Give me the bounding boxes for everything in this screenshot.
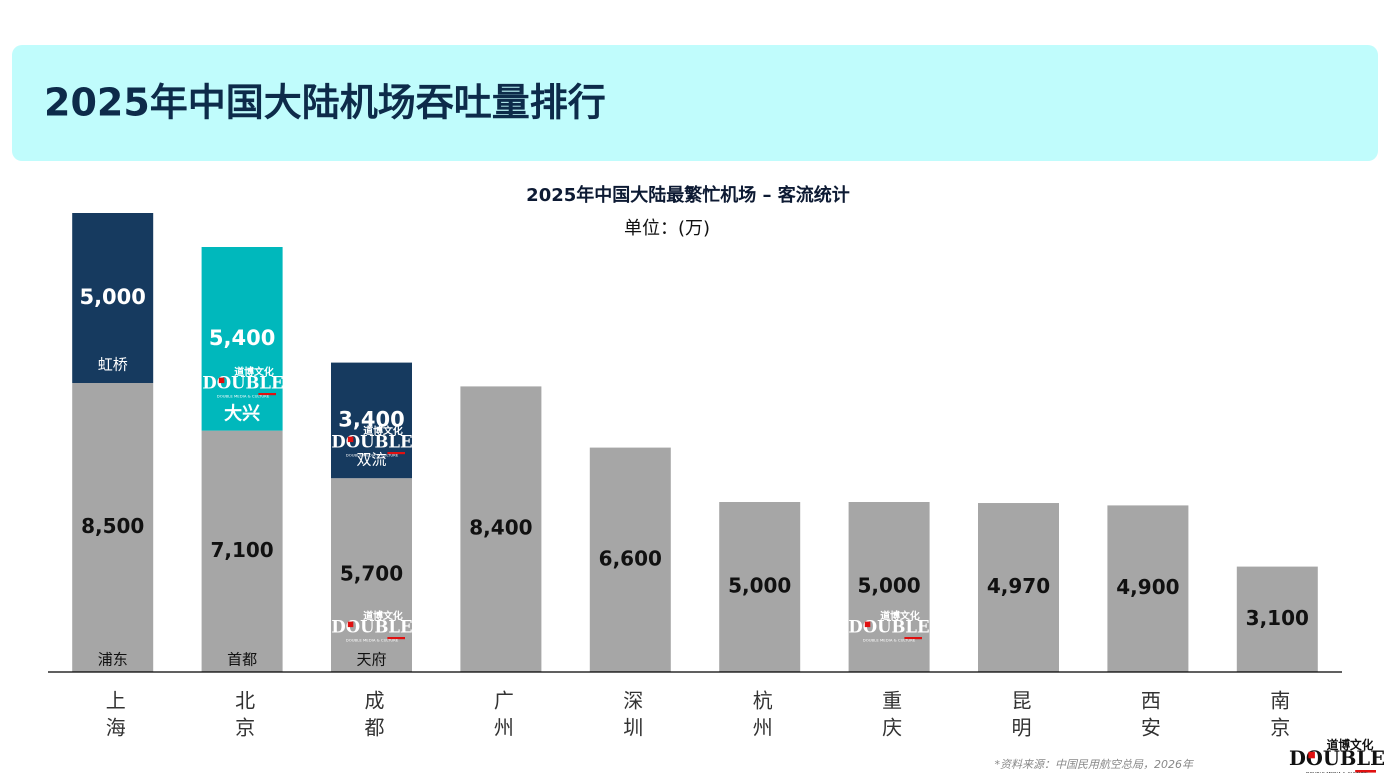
value-label: 8,500	[81, 514, 144, 538]
logo-en: DOUBLE	[848, 618, 929, 637]
logo-en: DOUBLE	[331, 618, 412, 637]
segment-label: 天府	[356, 651, 386, 669]
source-note: *资料来源：中国民用航空总局，2026年	[995, 758, 1194, 771]
value-label: 4,900	[1116, 575, 1179, 599]
logo-dot	[1308, 751, 1315, 759]
bar-segment	[201, 247, 283, 431]
value-label: 5,000	[857, 574, 920, 598]
x-tick-label: 北京	[232, 690, 256, 744]
x-tick-label: 成都	[361, 690, 385, 744]
logo-en: DOUBLE	[202, 374, 283, 393]
logo-dot	[864, 621, 871, 628]
x-tick-label: 西安	[1137, 690, 1161, 744]
logo-tagline: DOUBLE MEDIA & CULTURE	[346, 637, 399, 642]
logo-cn: 道博文化	[880, 609, 920, 622]
value-label: 5,700	[340, 562, 403, 586]
x-tick-label: 杭州	[749, 690, 773, 744]
value-label: 3,400	[338, 407, 404, 431]
logo-en: DOUBLE	[1289, 747, 1385, 770]
logo-dot	[218, 377, 225, 384]
logo-tagline: DOUBLE MEDIA & CULTURE	[863, 637, 916, 642]
bar-segment	[331, 362, 412, 479]
logo-bar	[1355, 770, 1376, 773]
chart-subtitle: 单位：(万)	[624, 218, 710, 239]
x-tick-label: 上海	[102, 690, 126, 744]
header-banner	[12, 45, 1378, 161]
value-label: 5,400	[209, 326, 275, 350]
value-label: 6,600	[599, 546, 662, 570]
bar-segment	[72, 383, 154, 672]
logo-bar	[258, 393, 276, 396]
value-label: 7,100	[210, 538, 273, 562]
logo-en: DOUBLE	[331, 433, 412, 452]
header-title: 2025年中国大陆机场吞吐量排行	[44, 81, 606, 125]
x-tick-label: 南京	[1267, 690, 1291, 744]
bar-segment	[460, 386, 542, 672]
bar-segment	[72, 213, 154, 383]
bar-segment	[201, 430, 283, 672]
x-tick-label: 重庆	[879, 690, 903, 744]
segment-label: 浦东	[98, 651, 128, 669]
bar-segment	[848, 502, 930, 672]
value-label: 5,000	[728, 574, 791, 598]
bar-segment	[719, 502, 801, 672]
chart-title: 2025年中国大陆最繁忙机场 – 客流统计	[526, 184, 850, 206]
logo-cn: 道博文化	[1327, 738, 1374, 752]
segment-label: 虹桥	[98, 356, 128, 374]
value-label: 8,400	[469, 516, 532, 540]
logo-tagline: DOUBLE MEDIA & CULTURE	[217, 393, 270, 398]
segment-label: 双流	[356, 451, 386, 469]
x-tick-label: 昆明	[1008, 690, 1032, 744]
bar-segment	[589, 447, 671, 672]
value-label: 4,970	[987, 574, 1050, 598]
bar-segment	[978, 503, 1059, 672]
logo-cn: 道博文化	[363, 609, 403, 622]
logo-dot	[347, 621, 354, 628]
x-tick-label: 广州	[490, 690, 514, 744]
logo-cn: 道博文化	[234, 365, 274, 378]
logo-cn: 道博文化	[363, 424, 403, 437]
segment-label: 首都	[227, 651, 257, 669]
bar-segment	[1107, 505, 1189, 672]
logo-bar	[387, 452, 405, 455]
value-label: 5,000	[79, 285, 145, 309]
logo-tagline: DOUBLE MEDIA & CULTURE	[1306, 771, 1368, 773]
bar-segment	[331, 478, 412, 672]
bar-segment	[1236, 566, 1318, 672]
x-tick-label: 深圳	[620, 690, 644, 744]
logo-tagline: DOUBLE MEDIA & CULTURE	[346, 452, 399, 457]
value-label: 3,100	[1246, 606, 1309, 630]
logo-bar	[387, 637, 405, 640]
logo-dot	[347, 436, 354, 443]
logo-bar	[904, 637, 922, 640]
segment-label: 大兴	[224, 403, 260, 425]
